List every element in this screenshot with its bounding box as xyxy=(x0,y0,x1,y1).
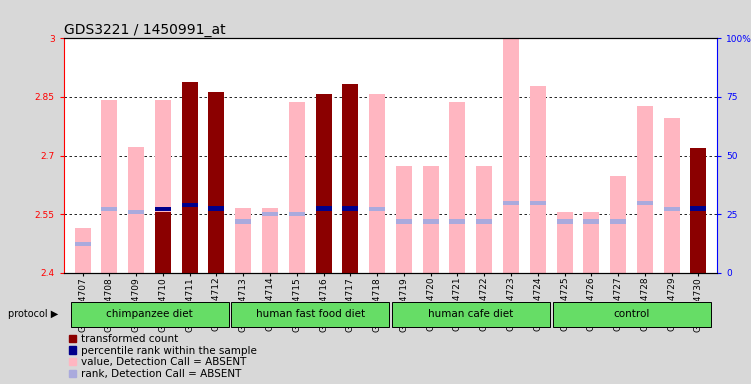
Bar xyxy=(690,206,707,210)
Bar xyxy=(584,212,599,273)
Bar xyxy=(315,94,332,273)
Text: control: control xyxy=(614,310,650,319)
Bar xyxy=(128,147,144,273)
Bar xyxy=(209,208,225,273)
Bar xyxy=(529,201,546,205)
Text: GDS3221 / 1450991_at: GDS3221 / 1450991_at xyxy=(64,23,225,37)
Bar xyxy=(74,228,91,273)
Bar xyxy=(423,166,439,273)
Bar xyxy=(71,303,228,326)
Bar xyxy=(315,206,332,210)
Bar xyxy=(664,118,680,273)
Bar xyxy=(423,219,439,224)
Bar xyxy=(101,100,117,273)
Bar xyxy=(556,212,572,273)
Bar xyxy=(342,84,358,273)
Text: chimpanzee diet: chimpanzee diet xyxy=(106,310,193,319)
Bar xyxy=(503,201,519,205)
Text: protocol ▶: protocol ▶ xyxy=(8,310,58,319)
Bar xyxy=(476,219,492,224)
Bar xyxy=(369,94,385,273)
Bar xyxy=(610,219,626,224)
Bar xyxy=(396,219,412,224)
Bar xyxy=(584,219,599,224)
Text: human cafe diet: human cafe diet xyxy=(428,310,514,319)
Bar xyxy=(690,148,707,273)
Bar xyxy=(476,166,492,273)
Bar xyxy=(664,207,680,211)
Bar xyxy=(128,210,144,215)
Bar xyxy=(101,207,117,211)
Bar xyxy=(637,106,653,273)
Bar xyxy=(369,207,385,211)
Bar xyxy=(231,303,389,326)
Bar xyxy=(637,201,653,205)
Bar xyxy=(235,208,252,273)
Bar xyxy=(74,242,91,247)
Bar xyxy=(262,208,278,273)
Bar xyxy=(262,212,278,217)
Bar xyxy=(392,303,550,326)
Bar xyxy=(209,206,225,210)
Bar xyxy=(529,86,546,273)
Legend: transformed count, percentile rank within the sample, value, Detection Call = AB: transformed count, percentile rank withi… xyxy=(69,334,256,379)
Bar xyxy=(610,176,626,273)
Bar xyxy=(182,82,198,273)
Bar xyxy=(449,219,466,224)
Bar xyxy=(155,212,171,273)
Bar xyxy=(342,94,358,273)
Text: human fast food diet: human fast food diet xyxy=(255,310,365,319)
Bar xyxy=(396,166,412,273)
Bar xyxy=(556,219,572,224)
Bar xyxy=(315,94,332,273)
Bar xyxy=(553,303,710,326)
Bar xyxy=(342,207,358,211)
Bar xyxy=(289,102,305,273)
Bar xyxy=(209,92,225,273)
Bar xyxy=(342,206,358,210)
Bar xyxy=(289,212,305,217)
Bar xyxy=(182,203,198,207)
Bar xyxy=(155,207,171,211)
Bar xyxy=(235,219,252,224)
Bar xyxy=(449,102,466,273)
Bar xyxy=(503,38,519,273)
Bar xyxy=(155,100,171,273)
